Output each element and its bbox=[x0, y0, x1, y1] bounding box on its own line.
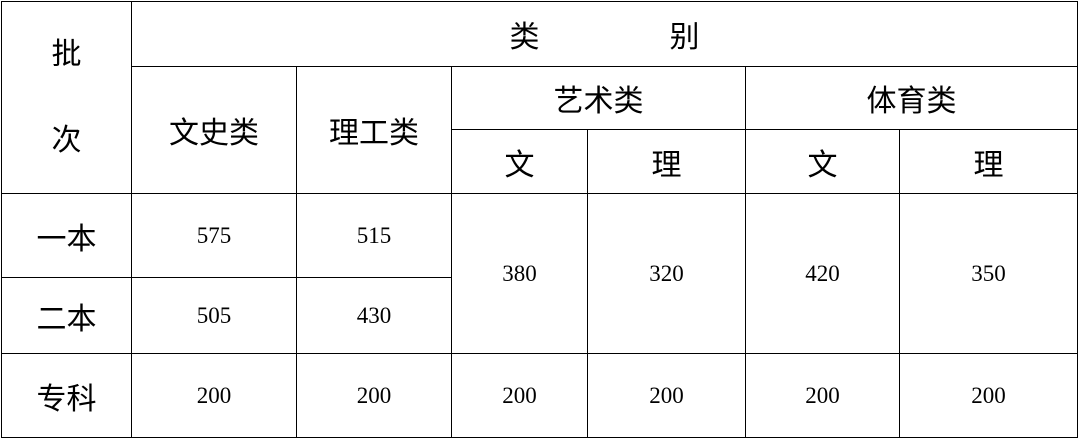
cell-wenshi: 505 bbox=[131, 277, 297, 354]
col-wenshi: 文史类 bbox=[131, 66, 297, 194]
category-header-left: 类 bbox=[509, 20, 540, 55]
batch-cell: 专科 bbox=[1, 353, 132, 438]
table-row: 一本 575 515 380 320 420 350 bbox=[1, 193, 1078, 354]
batch-header-bottom: 次 bbox=[51, 122, 82, 158]
col-yishu-wen: 文 bbox=[451, 129, 588, 194]
cell-tiyu-li-merged: 350 bbox=[899, 193, 1078, 354]
cell-tiyu-wen: 200 bbox=[745, 353, 900, 438]
cell-ligong: 430 bbox=[296, 277, 452, 354]
batch-cell: 一本 bbox=[1, 193, 132, 278]
cell-yishu-wen-merged: 380 bbox=[451, 193, 588, 354]
table-row: 专科 200 200 200 200 200 200 bbox=[1, 353, 1078, 438]
cell-wenshi: 575 bbox=[131, 193, 297, 278]
batch-header: 批 次 bbox=[1, 1, 132, 194]
cell-ligong: 515 bbox=[296, 193, 452, 278]
cell-yishu-wen: 200 bbox=[451, 353, 588, 438]
col-ligong: 理工类 bbox=[296, 66, 452, 194]
batch-cell: 二本 bbox=[1, 277, 132, 354]
category-header: 类别 bbox=[131, 1, 1078, 67]
cell-tiyu-wen-merged: 420 bbox=[745, 193, 900, 354]
cell-wenshi: 200 bbox=[131, 353, 297, 438]
col-tiyu-li: 理 bbox=[899, 129, 1078, 194]
cell-tiyu-li: 200 bbox=[899, 353, 1078, 438]
category-header-right: 别 bbox=[669, 20, 700, 55]
col-yishu: 艺术类 bbox=[451, 66, 746, 130]
cell-ligong: 200 bbox=[296, 353, 452, 438]
table-row: 二本 505 430 bbox=[1, 277, 1078, 354]
col-tiyu: 体育类 bbox=[745, 66, 1078, 130]
col-yishu-li: 理 bbox=[587, 129, 746, 194]
col-tiyu-wen: 文 bbox=[745, 129, 900, 194]
cell-yishu-li: 200 bbox=[587, 353, 746, 438]
batch-header-top: 批 bbox=[51, 36, 82, 72]
cell-yishu-li-merged: 320 bbox=[587, 193, 746, 354]
